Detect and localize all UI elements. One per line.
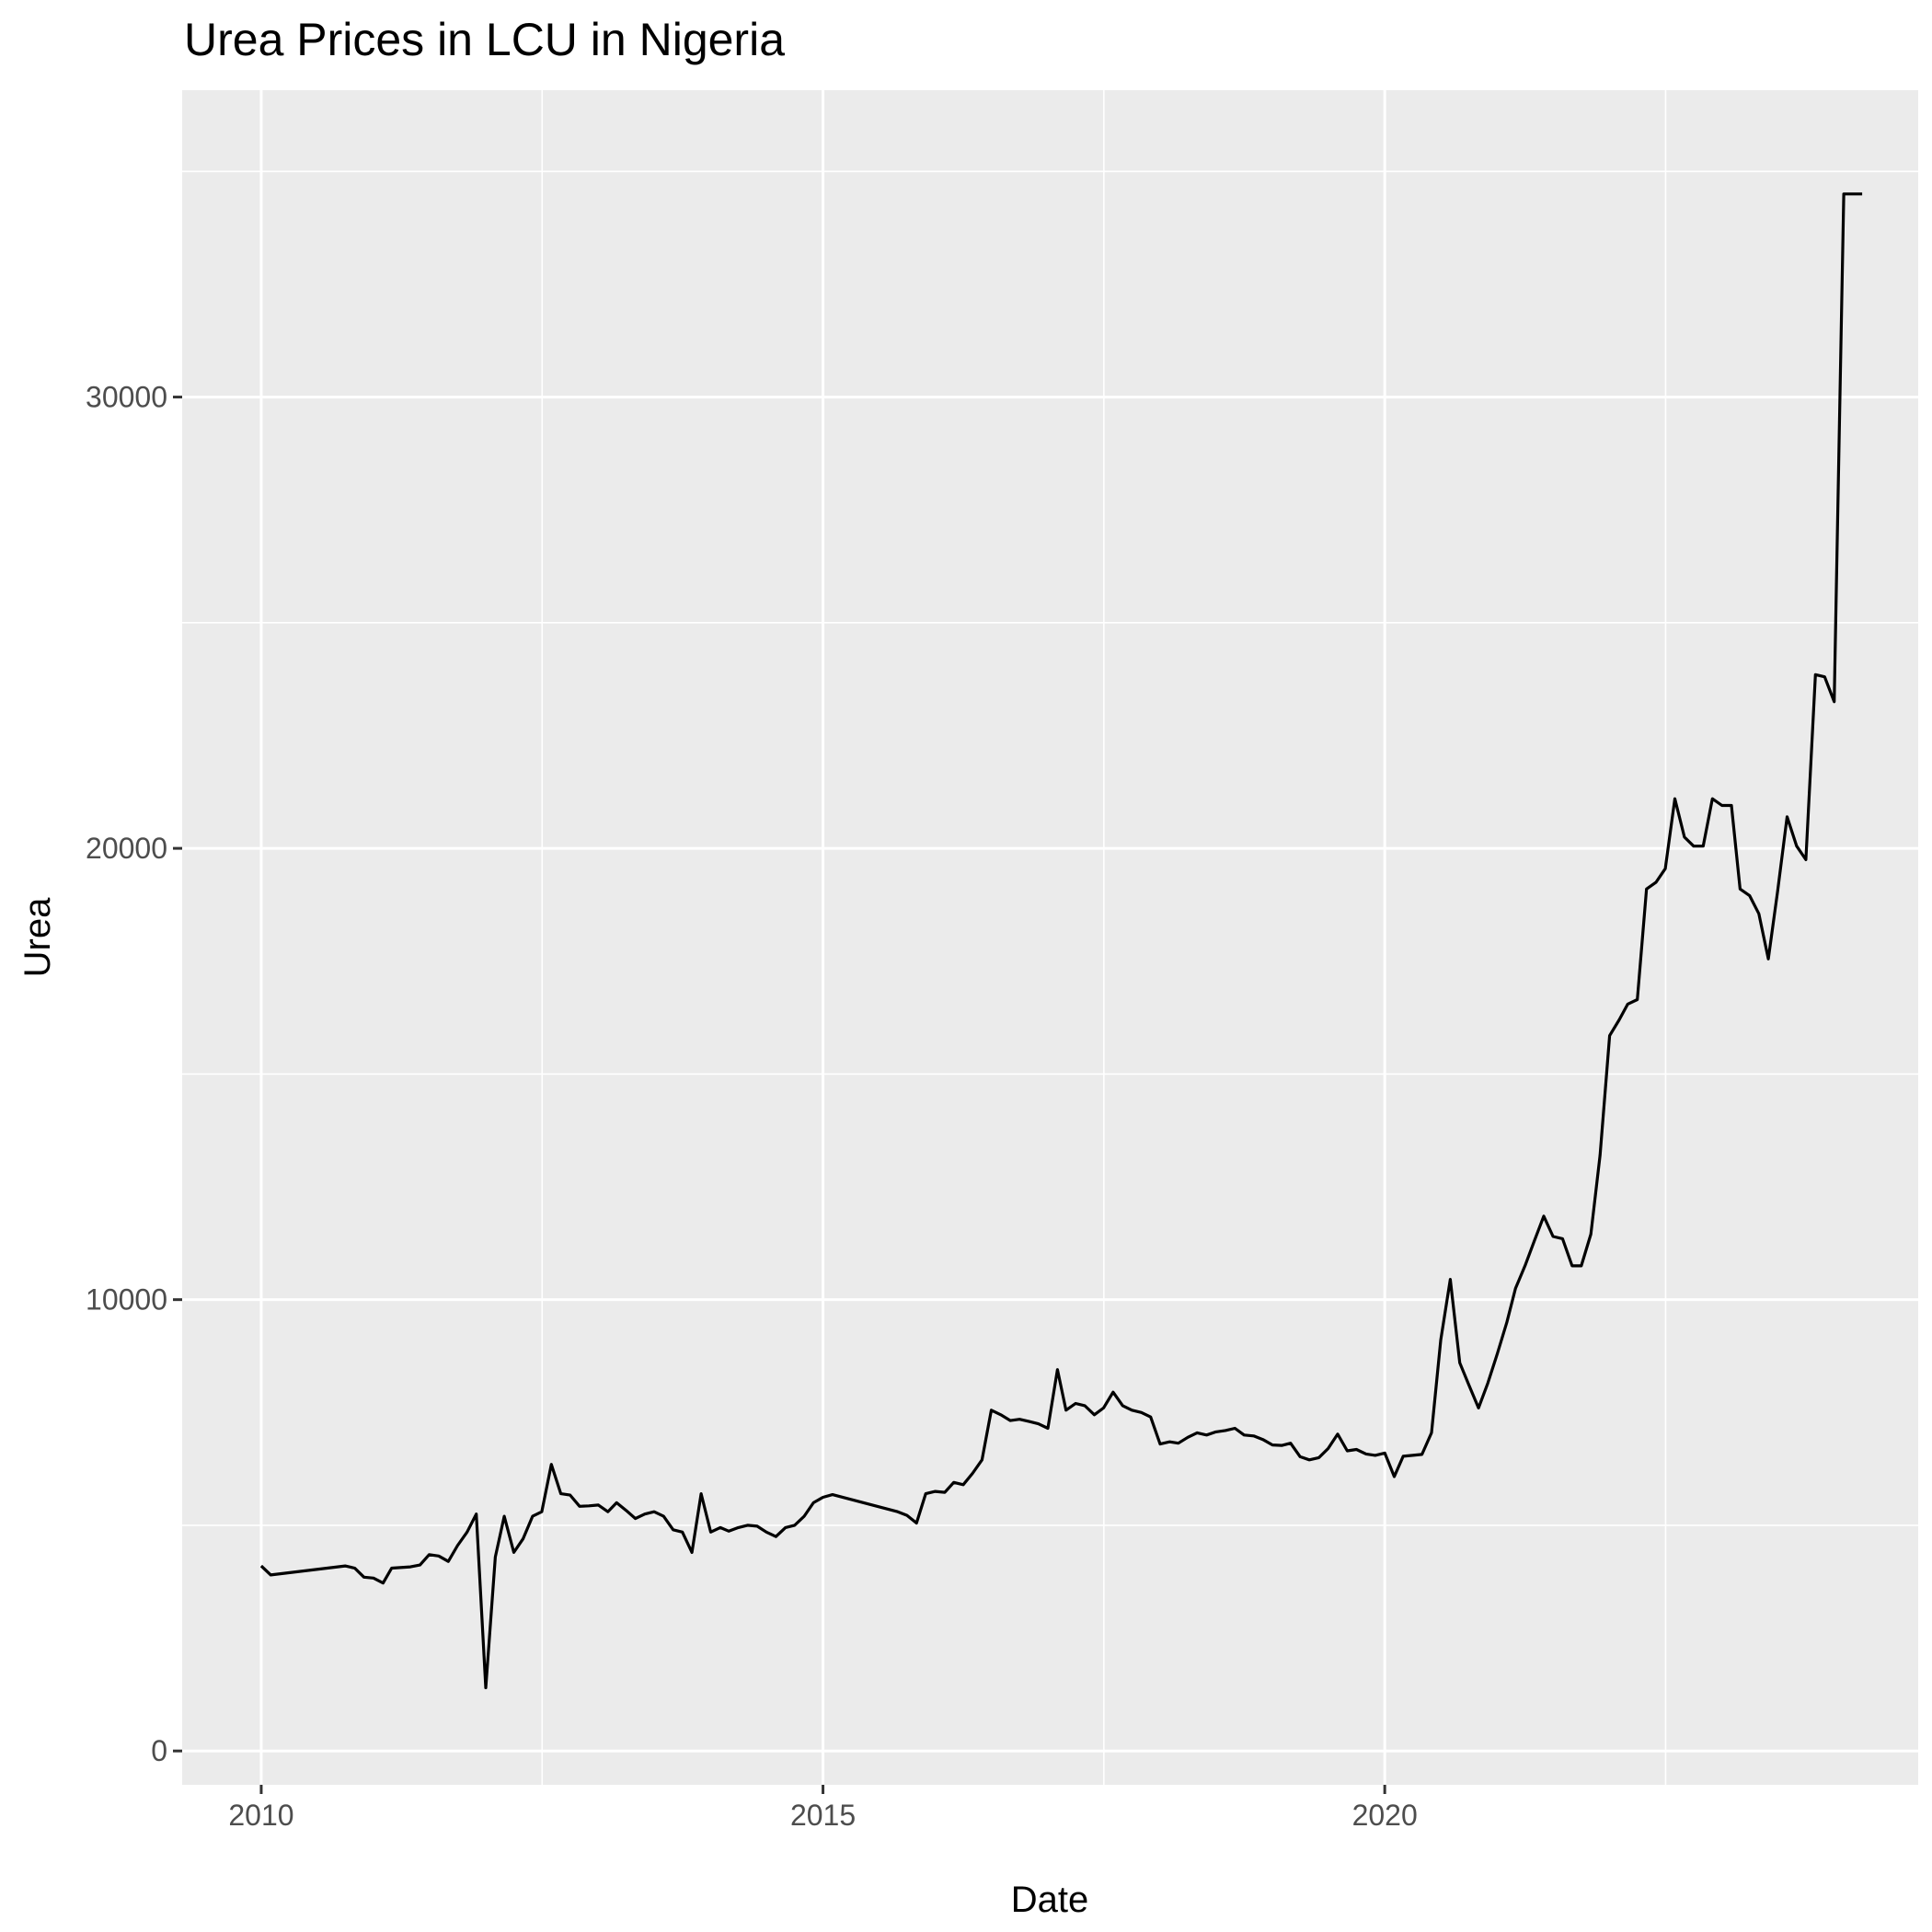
x-axis: 2010 2015 2020 — [228, 1785, 1418, 1832]
x-tick-label: 2010 — [228, 1799, 293, 1832]
y-tick-label: 0 — [151, 1734, 167, 1767]
y-tick-label: 10000 — [86, 1283, 167, 1317]
y-tick-label: 30000 — [86, 381, 167, 414]
y-axis: 0 10000 20000 30000 — [86, 381, 182, 1767]
chart-title: Urea Prices in LCU in Nigeria — [184, 14, 785, 65]
series-line — [259, 192, 1863, 1690]
x-tick-label: 2020 — [1352, 1799, 1418, 1832]
x-tick-label: 2015 — [790, 1799, 856, 1832]
major-gridlines — [182, 90, 1918, 1785]
y-axis-title: Urea — [17, 897, 58, 977]
x-axis-title: Date — [1011, 1880, 1089, 1920]
plot-panel — [182, 90, 1918, 1785]
y-tick-label: 20000 — [86, 832, 167, 865]
